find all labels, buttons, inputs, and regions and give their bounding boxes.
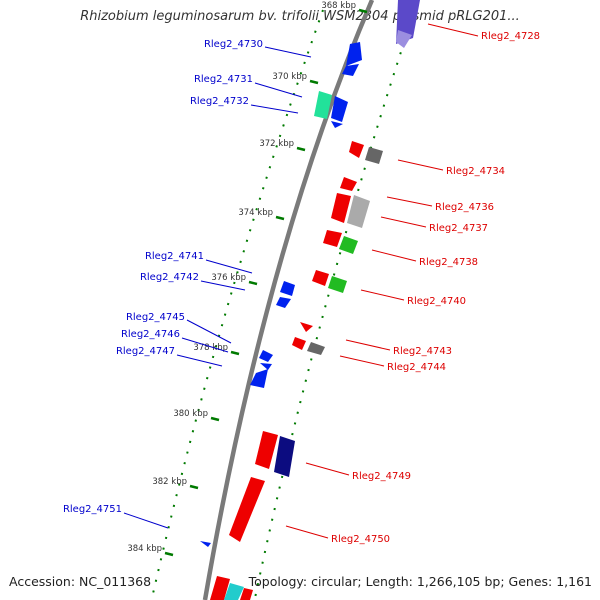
gene-label: Rleg2_4731 [194, 74, 253, 85]
gene-feature-glyph [323, 230, 342, 247]
gene-feature-glyph [300, 322, 313, 332]
gene-feature-glyph [331, 96, 348, 122]
gene-feature-glyph [340, 177, 357, 191]
scale-tick-label: 382 kbp [152, 477, 187, 487]
gene-leader-line [250, 104, 299, 114]
gene-label: Rleg2_4730 [204, 39, 263, 50]
scale-tick-mark [296, 146, 306, 152]
gene-feature-glyph [347, 195, 370, 228]
gene-feature-glyph [342, 64, 359, 76]
gene-label: Rleg2_4742 [140, 272, 199, 283]
gene-leader-line [305, 462, 350, 476]
gene-label: Rleg2_4741 [145, 251, 204, 262]
scale-tick-label: 376 kbp [211, 273, 246, 283]
scale-tick-mark [275, 215, 285, 221]
gene-leader-line [380, 216, 427, 228]
gene-feature-glyph [240, 588, 253, 600]
scale-tick-label: 374 kbp [238, 208, 273, 218]
gene-label: Rleg2_4728 [481, 31, 540, 42]
gene-label: Rleg2_4732 [190, 96, 249, 107]
scale-tick-mark [164, 551, 174, 557]
gene-feature-glyph [328, 276, 347, 293]
gene-feature-glyph [331, 121, 343, 128]
gene-label: Rleg2_4744 [387, 362, 446, 373]
gene-feature-glyph [396, 30, 412, 48]
gene-feature-glyph [339, 236, 358, 254]
gene-leader-line [264, 46, 312, 58]
scale-tick-label: 372 kbp [259, 139, 294, 149]
gene-feature-glyph [210, 576, 230, 600]
tick-track-layer [151, 0, 419, 599]
gene-feature-glyph [307, 342, 325, 355]
gene-leader-line [397, 159, 444, 171]
gene-leader-line [186, 319, 232, 344]
gene-label: Rleg2_4749 [352, 471, 411, 482]
gene-feature-glyph [276, 297, 291, 308]
gene-leader-line [427, 23, 479, 37]
gene-leader-line [360, 289, 405, 301]
gene-feature-glyph [259, 350, 273, 362]
gene-feature-glyph [331, 193, 351, 223]
gene-leader-line [285, 525, 329, 539]
scale-tick-mark [230, 350, 240, 356]
gene-label: Rleg2_4737 [429, 223, 488, 234]
gene-feature-glyph [274, 436, 295, 477]
gene-label: Rleg2_4736 [435, 202, 494, 213]
gene-feature-glyph [260, 363, 272, 370]
gene-feature-glyph [229, 477, 265, 542]
gene-feature-glyph [255, 431, 278, 469]
scale-tick-mark [210, 416, 220, 422]
scale-tick-mark [309, 79, 319, 85]
gene-label: Rleg2_4750 [331, 534, 390, 545]
gene-label: Rleg2_4740 [407, 296, 466, 307]
genome-summary-text: Topology: circular; Length: 1,266,105 bp… [248, 574, 592, 589]
scale-tick-mark [248, 280, 258, 286]
gene-leader-line [200, 280, 246, 291]
gene-feature-glyph [280, 281, 295, 296]
scale-tick-layer: 368 kbp 370 kbp 372 kbp 374 kbp 376 kbp 378 k… [127, 1, 368, 557]
gene-feature-glyph [250, 369, 268, 388]
gene-label: Rleg2_4743 [393, 346, 452, 357]
gene-feature-glyph [292, 337, 306, 350]
gene-leader-line [339, 355, 385, 367]
scale-tick-mark [189, 484, 199, 490]
gene-feature-glyph [224, 583, 244, 600]
scale-tick-label: 370 kbp [272, 72, 307, 82]
gene-leader-line [371, 249, 417, 262]
gene-leader-line [176, 354, 223, 367]
gene-leader-line [386, 196, 433, 207]
gene-feature-layer [200, 0, 420, 600]
gene-feature-glyph [349, 141, 364, 158]
scale-tick-label: 378 kbp [193, 343, 228, 353]
gene-label: Rleg2_4746 [121, 329, 180, 340]
gene-label-layer: Rleg2_4728 Rleg2_4730 Rleg2_4731 Rleg2_4732… [63, 23, 540, 545]
gene-leader-line [123, 512, 169, 529]
gene-leader-line [205, 259, 253, 274]
gene-feature-glyph [365, 147, 383, 164]
gene-feature-glyph [200, 541, 211, 547]
gene-feature-glyph [312, 270, 329, 286]
scale-tick-mark [358, 8, 368, 14]
gene-leader-line [254, 82, 303, 98]
scale-tick-label: 368 kbp [321, 1, 356, 11]
gene-feature-glyph [314, 91, 332, 119]
gene-leader-line [181, 337, 229, 353]
gene-label: Rleg2_4738 [419, 257, 478, 268]
scale-tick-label: 384 kbp [127, 544, 162, 554]
gene-feature-glyph [346, 42, 362, 66]
outer-tick-track [254, 0, 419, 599]
gene-label: Rleg2_4747 [116, 346, 175, 357]
gene-leader-line [345, 339, 391, 351]
gene-label: Rleg2_4751 [63, 504, 122, 515]
gene-label: Rleg2_4745 [126, 312, 185, 323]
scale-tick-label: 380 kbp [173, 409, 208, 419]
gene-label: Rleg2_4734 [446, 166, 505, 177]
accession-text: Accession: NC_011368 [9, 574, 152, 589]
